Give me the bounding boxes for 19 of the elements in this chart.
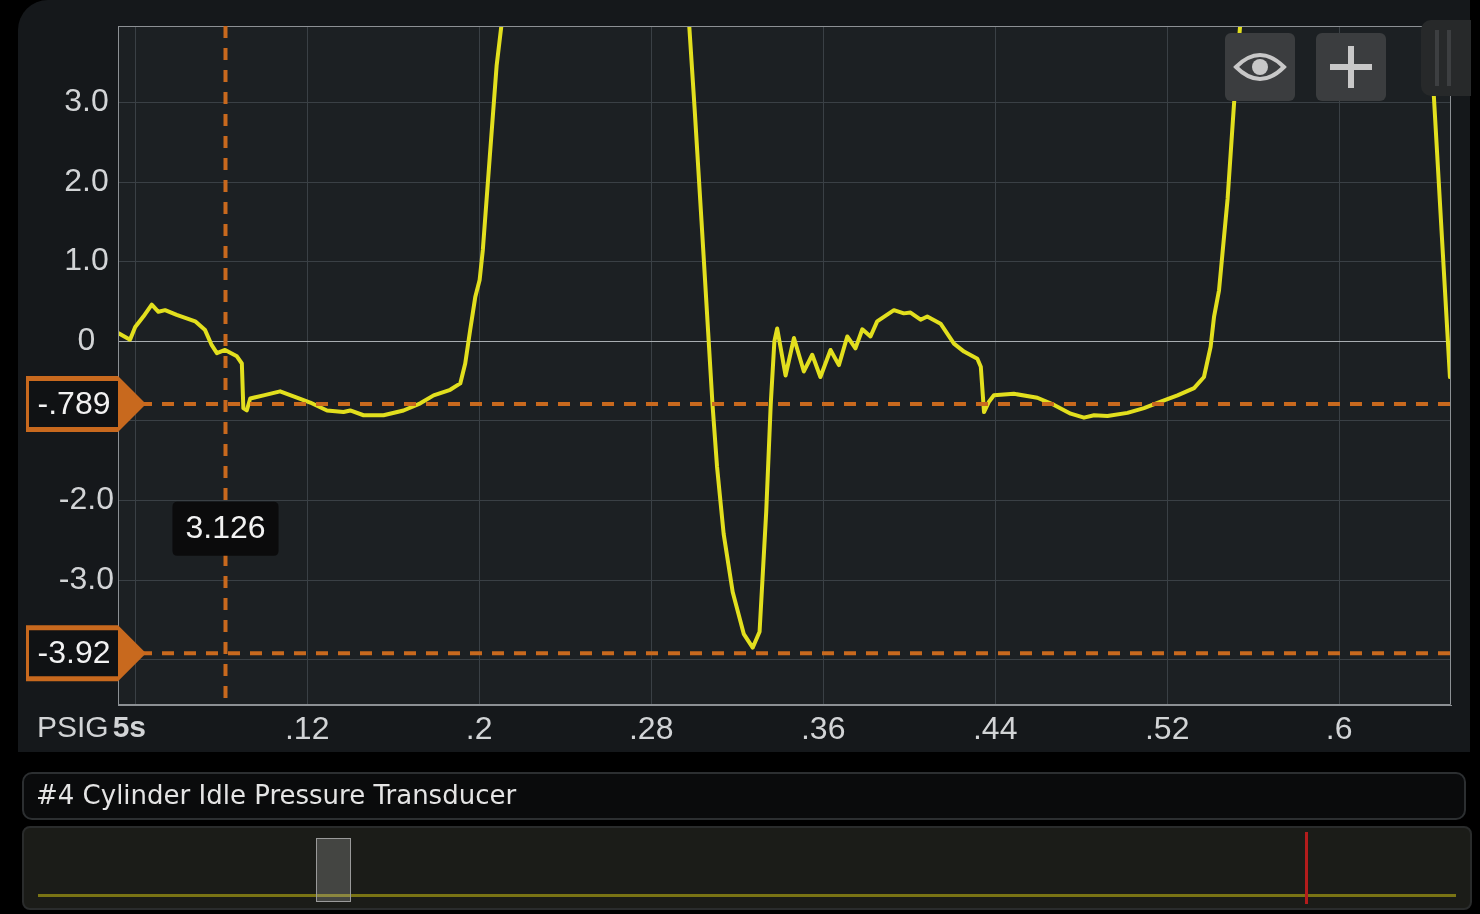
x-tick-label: .44 <box>972 710 1018 747</box>
x-tick-label: .28 <box>628 710 674 747</box>
y-tick-label: 2.0 <box>64 161 109 198</box>
y-tick-label: -2.0 <box>58 480 114 517</box>
y-tick-label: -3.0 <box>58 559 114 596</box>
x-tick-label: .2 <box>465 710 493 747</box>
x-tick-label: .12 <box>284 710 330 747</box>
y-tick-label: 1.0 <box>64 241 109 278</box>
y-tick-label: 0 <box>77 321 96 358</box>
x-tick-label: .36 <box>800 710 846 747</box>
x-tick-label: .52 <box>1144 710 1190 747</box>
title-bar: #4 Cylinder Idle Pressure Transducer <box>22 772 1466 820</box>
x-tick-label: .6 <box>1325 710 1353 747</box>
ref-line-label: -.789 <box>37 384 111 421</box>
y-tick-label: 3.0 <box>64 82 109 119</box>
ref-line-label: -3.92 <box>37 634 111 671</box>
x-axis-title: 5s <box>112 710 147 744</box>
y-axis-title: PSIG <box>37 710 109 744</box>
annotation: 3.126 <box>185 509 266 546</box>
